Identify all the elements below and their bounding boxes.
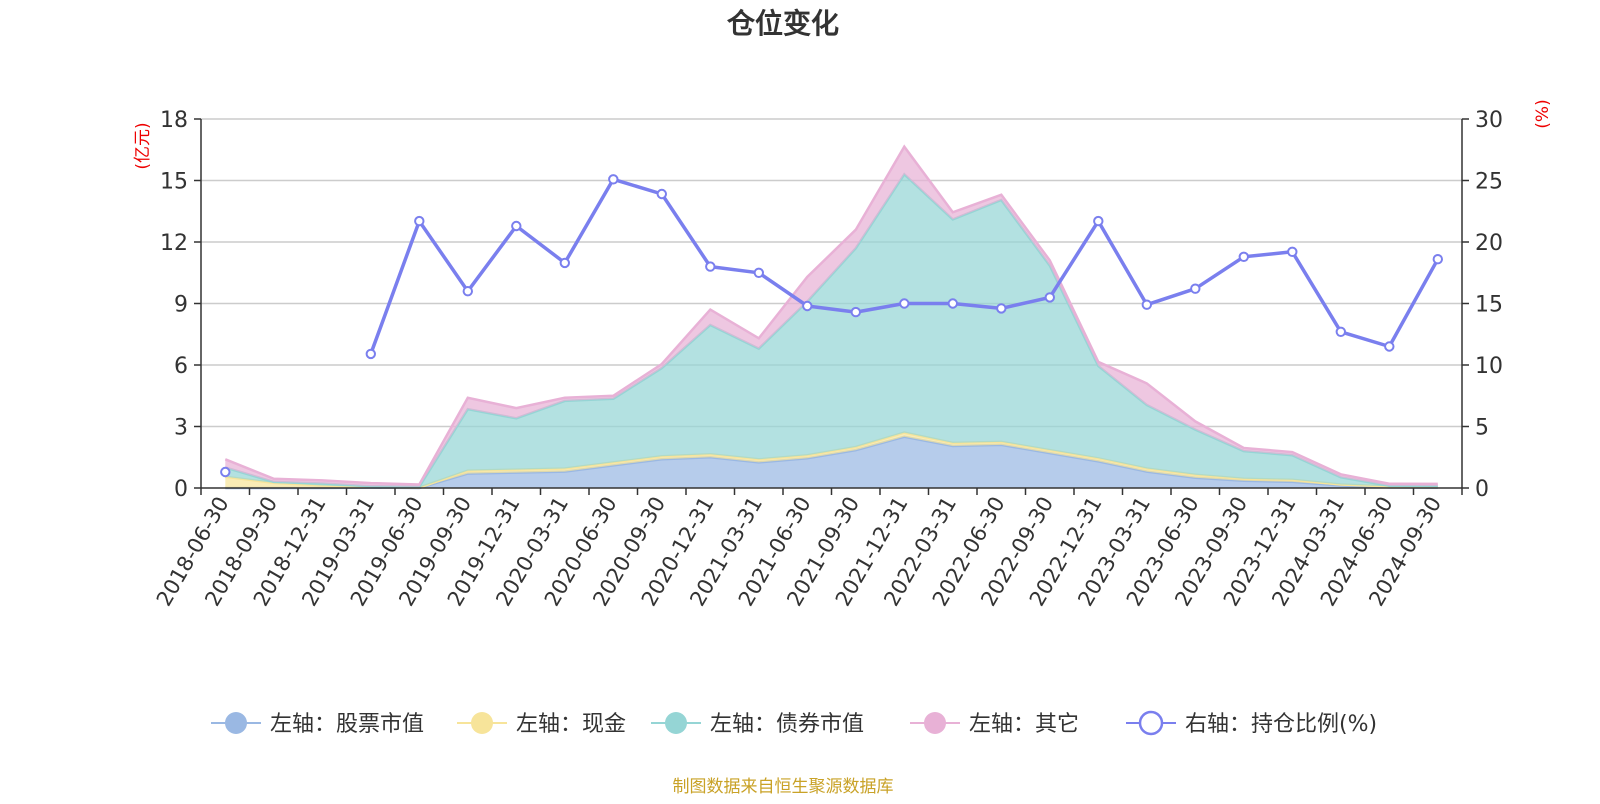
ratio-point-11 xyxy=(753,267,764,278)
legend-marker-2 xyxy=(665,712,687,734)
right-tick-label-5: 25 xyxy=(1475,170,1503,195)
ratio-point-0 xyxy=(220,466,231,478)
ratio-point-14 xyxy=(899,298,910,309)
ratio-point-20 xyxy=(1190,283,1201,294)
legend-item-3[interactable]: 左轴：其它 xyxy=(910,712,1079,737)
ratio-point-19 xyxy=(1141,299,1153,310)
stacked-areas xyxy=(224,144,1438,490)
legend-label-3: 左轴：其它 xyxy=(969,712,1079,737)
legend-marker-4 xyxy=(1138,710,1164,736)
ratio-point-23 xyxy=(1335,326,1347,337)
ratio-point-22 xyxy=(1287,246,1298,258)
right-tick-label-1: 5 xyxy=(1475,416,1489,441)
left-tick-label-5: 15 xyxy=(160,170,188,195)
left-tick-label-4: 12 xyxy=(160,231,188,256)
legend-label-2: 左轴：债券市值 xyxy=(710,712,864,737)
right-tick-label-3: 15 xyxy=(1475,293,1503,318)
ratio-point-17 xyxy=(1044,292,1056,303)
ratio-point-9 xyxy=(656,188,667,200)
left-tick-label-1: 3 xyxy=(174,416,188,441)
ratio-point-25 xyxy=(1432,254,1444,265)
ratio-point-16 xyxy=(996,303,1007,314)
left-tick-label-3: 9 xyxy=(174,293,188,318)
right-tick-label-2: 10 xyxy=(1475,354,1503,379)
legend-label-0: 左轴：股票市值 xyxy=(270,712,424,737)
ratio-point-18 xyxy=(1093,215,1104,227)
area-series-2 xyxy=(225,174,1438,488)
chart-title: 仓位变化 xyxy=(727,7,839,40)
legend-label-4: 右轴：持仓比例(%) xyxy=(1185,712,1377,737)
ratio-point-15 xyxy=(947,298,958,309)
legend-item-2[interactable]: 左轴：债券市值 xyxy=(651,712,864,737)
ratio-point-7 xyxy=(559,257,570,269)
data-source-note: 制图数据来自恒生聚源数据库 xyxy=(673,777,894,797)
ratio-point-21 xyxy=(1238,251,1250,262)
ratio-point-13 xyxy=(850,306,861,318)
left-tick-label-0: 0 xyxy=(174,477,188,502)
legend-marker-1 xyxy=(471,712,493,734)
ratio-point-3 xyxy=(365,348,376,360)
ratio-point-24 xyxy=(1384,341,1395,352)
ratio-point-8 xyxy=(608,174,619,185)
left-axis-label: (亿元) xyxy=(133,122,153,169)
legend-label-1: 左轴：现金 xyxy=(516,712,626,737)
legend-item-1[interactable]: 左轴：现金 xyxy=(457,712,626,737)
ratio-point-12 xyxy=(802,300,813,312)
right-axis-label: (%) xyxy=(1533,99,1553,128)
ratio-point-10 xyxy=(705,261,716,272)
ratio-point-4 xyxy=(414,215,425,227)
left-tick-label-6: 18 xyxy=(160,108,188,133)
right-tick-label-4: 20 xyxy=(1475,231,1503,256)
left-tick-label-2: 6 xyxy=(174,354,188,379)
ratio-point-6 xyxy=(511,220,522,232)
legend-marker-3 xyxy=(924,712,946,734)
legend: 左轴：股票市值 左轴：现金 左轴：债券市值 左轴：其它 右轴：持仓比例(%) xyxy=(211,710,1377,737)
area-edge-3 xyxy=(224,144,1438,486)
ratio-line xyxy=(220,174,1444,478)
legend-item-4[interactable]: 右轴：持仓比例(%) xyxy=(1126,710,1377,737)
legend-item-0[interactable]: 左轴：股票市值 xyxy=(211,712,424,737)
right-tick-label-6: 30 xyxy=(1475,108,1503,133)
ratio-point-5 xyxy=(462,286,473,297)
legend-marker-0 xyxy=(225,712,247,734)
right-tick-label-0: 0 xyxy=(1475,477,1489,502)
area-series-0 xyxy=(225,436,1438,488)
